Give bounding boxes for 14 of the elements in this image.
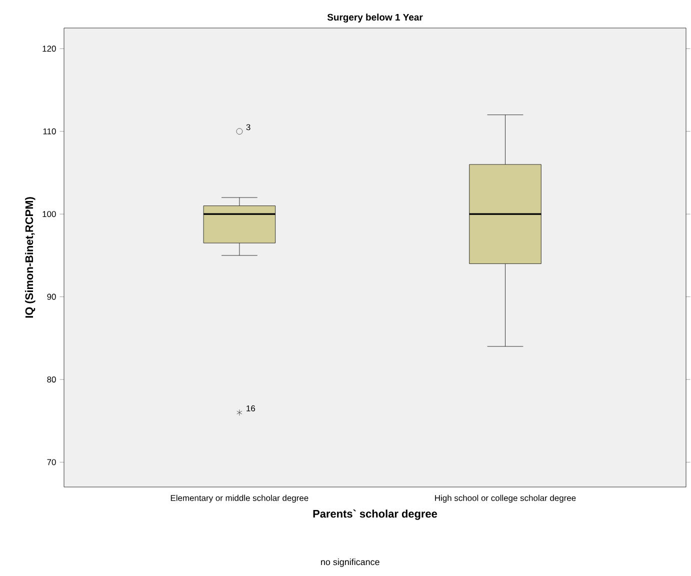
x-tick-label: Elementary or middle scholar degree (170, 494, 308, 503)
y-axis-title: IQ (Simon-Binet,RCPM) (25, 197, 36, 318)
y-tick-label: 70 (47, 459, 56, 466)
text: no significance (321, 558, 380, 567)
x-tick-label: High school or college scholar degree (435, 494, 576, 503)
x-axis-title: Parents` scholar degree (313, 510, 438, 520)
y-tick-label: 80 (47, 376, 56, 382)
chart-title: Surgery below 1 Year (327, 14, 423, 22)
y-tick-label: 110 (43, 128, 56, 134)
annotation: 16 (246, 405, 255, 412)
annotation: 3 (246, 124, 250, 130)
y-tick-label: 120 (42, 46, 56, 52)
y-tick-label: 100 (42, 211, 56, 218)
y-tick-label: 90 (47, 294, 56, 300)
